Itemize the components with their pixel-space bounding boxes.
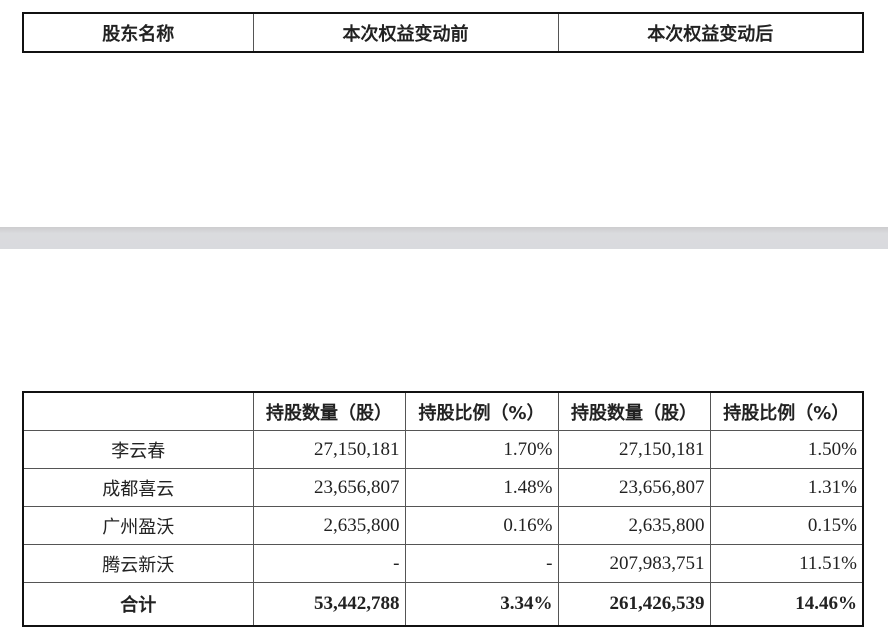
ratio-after: 0.15%	[709, 506, 864, 545]
shares-after: 23,656,807	[557, 468, 711, 507]
shares-before: -	[252, 544, 406, 583]
col-ratio-before: 持股比例（%）	[404, 391, 559, 431]
table-row: 广州盈沃 2,635,800 0.16% 2,635,800 0.15%	[22, 506, 864, 545]
ratio-before: -	[404, 544, 559, 583]
shareholder-name: 腾云新沃	[22, 544, 254, 583]
total-label: 合计	[22, 582, 254, 627]
total-ratio-after: 14.46%	[709, 582, 864, 627]
col-before-change: 本次权益变动前	[252, 12, 559, 53]
table-row: 成都喜云 23,656,807 1.48% 23,656,807 1.31%	[22, 468, 864, 507]
col-shareholder-name: 股东名称	[22, 12, 254, 53]
shareholder-name: 李云春	[22, 430, 254, 469]
shareholder-name: 广州盈沃	[22, 506, 254, 545]
shares-after: 207,983,751	[557, 544, 711, 583]
ratio-after: 1.50%	[709, 430, 864, 469]
ratio-before: 1.70%	[404, 430, 559, 469]
shareholder-table-header: 股东名称 本次权益变动前 本次权益变动后	[22, 12, 864, 53]
shares-before: 23,656,807	[252, 468, 406, 507]
shares-after: 27,150,181	[557, 430, 711, 469]
subheader-row: 持股数量（股） 持股比例（%） 持股数量（股） 持股比例（%）	[22, 391, 864, 431]
header-row: 股东名称 本次权益变动前 本次权益变动后	[22, 12, 864, 53]
shares-before: 2,635,800	[252, 506, 406, 545]
page-separator	[0, 227, 888, 249]
table-row: 腾云新沃 - - 207,983,751 11.51%	[22, 544, 864, 583]
ratio-after: 11.51%	[709, 544, 864, 583]
table-row: 李云春 27,150,181 1.70% 27,150,181 1.50%	[22, 430, 864, 469]
ratio-before: 0.16%	[404, 506, 559, 545]
col-blank	[22, 391, 254, 431]
shares-before: 27,150,181	[252, 430, 406, 469]
total-row: 合计 53,442,788 3.34% 261,426,539 14.46%	[22, 582, 864, 627]
shareholder-name: 成都喜云	[22, 468, 254, 507]
total-shares-after: 261,426,539	[557, 582, 711, 627]
shareholding-table: 持股数量（股） 持股比例（%） 持股数量（股） 持股比例（%） 李云春 27,1…	[22, 391, 864, 627]
ratio-before: 1.48%	[404, 468, 559, 507]
col-shares-after: 持股数量（股）	[557, 391, 711, 431]
total-ratio-before: 3.34%	[404, 582, 559, 627]
col-shares-before: 持股数量（股）	[252, 391, 406, 431]
col-ratio-after: 持股比例（%）	[709, 391, 864, 431]
ratio-after: 1.31%	[709, 468, 864, 507]
col-after-change: 本次权益变动后	[557, 12, 864, 53]
shares-after: 2,635,800	[557, 506, 711, 545]
total-shares-before: 53,442,788	[252, 582, 406, 627]
